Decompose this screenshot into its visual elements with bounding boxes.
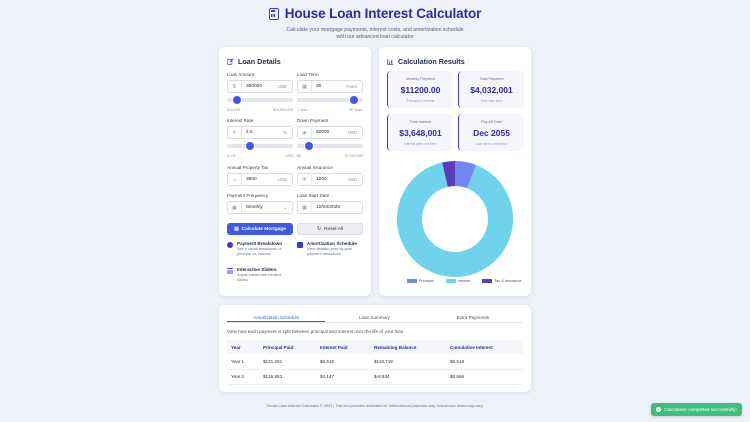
insurance-input[interactable]: ⛨ 1200 USD bbox=[297, 173, 363, 186]
loan-details-title: Loan Details bbox=[238, 57, 281, 66]
page-title: House Loan Interest Calculator bbox=[284, 6, 482, 21]
loan-amount-input[interactable]: $ 300000 USD bbox=[227, 80, 293, 93]
legend-item-tax-insurance: Tax & Insurance bbox=[482, 279, 521, 283]
legend-swatch bbox=[407, 279, 417, 283]
table-cell: $8,666 bbox=[446, 369, 523, 385]
loan-amount-slider-handle[interactable] bbox=[232, 96, 241, 104]
down-payment-slider-handle[interactable] bbox=[304, 142, 313, 150]
pie-chart-icon bbox=[227, 241, 233, 248]
interest-rate-slider[interactable] bbox=[227, 142, 293, 150]
property-tax-input[interactable]: ⌂ 3600 USD bbox=[227, 173, 293, 186]
table-cell: $118,719 bbox=[370, 354, 446, 370]
shield-icon: ⛨ bbox=[298, 174, 312, 185]
monthly-payment-stat: Monthly Payment $11200.00 Principal & In… bbox=[387, 71, 453, 108]
loan-term-label: Loan Term bbox=[297, 72, 319, 77]
table-cell: $6,519 bbox=[316, 354, 370, 370]
table-cell: $6,519 bbox=[446, 354, 523, 370]
table-row: Year 2 $126,653 $2,147 $-8,934 $8,666 bbox=[227, 369, 523, 385]
loan-details-card: Loan Details Loan Amount $ 300000 USD $1… bbox=[219, 47, 371, 296]
property-tax-label: Annual Property Tax bbox=[227, 165, 269, 170]
calendar-icon: ▦ bbox=[228, 202, 242, 213]
percent-icon: ✕ bbox=[228, 127, 242, 138]
schedule-description: View how each payment is split between p… bbox=[227, 329, 405, 334]
column-header: Interest Paid bbox=[316, 340, 370, 354]
loan-term-slider-handle[interactable] bbox=[349, 96, 358, 104]
calendar-icon: ▦ bbox=[298, 81, 312, 92]
column-header: Remaining Balance bbox=[370, 340, 446, 354]
amortization-table: Year Principal Paid Interest Paid Remain… bbox=[227, 340, 523, 385]
feature-amortization: Amortization Schedule View detailed year… bbox=[297, 241, 367, 258]
page-header: House Loan Interest Calculator Calculate… bbox=[0, 6, 750, 41]
legend-item-interest: Interest bbox=[445, 279, 470, 283]
frequency-label: Payment Frequency bbox=[227, 193, 269, 198]
check-icon: ✓ bbox=[656, 407, 662, 412]
chevron-down-icon: ⌄ bbox=[283, 204, 287, 210]
column-header: Principal Paid bbox=[259, 340, 316, 354]
slice-principal bbox=[455, 161, 477, 189]
table-cell: $2,147 bbox=[316, 369, 370, 385]
start-date-label: Loan Start Date bbox=[297, 193, 330, 198]
down-payment-label: Down Payment bbox=[297, 118, 329, 123]
calendar-icon: ▦ bbox=[298, 202, 312, 213]
loan-term-input[interactable]: ▦ 30 Years bbox=[297, 80, 363, 93]
sliders-icon bbox=[227, 267, 233, 274]
frequency-select[interactable]: ▦ Monthly ⌄ bbox=[227, 201, 293, 214]
down-payment-slider[interactable] bbox=[297, 142, 363, 150]
tab-extra-payments[interactable]: Extra Payments bbox=[456, 315, 490, 320]
calculator-icon bbox=[268, 7, 279, 20]
legend-swatch bbox=[445, 279, 456, 283]
slice-tax-insurance bbox=[442, 161, 455, 187]
payoff-date-stat: Pay-off Date Dec 2055 Loan term completi… bbox=[458, 114, 524, 151]
interest-rate-input[interactable]: ✕ 4.5 % bbox=[227, 126, 293, 139]
results-card: Calculation Results Monthly Payment $112… bbox=[379, 47, 531, 296]
table-row: Year 1 $121,281 $6,519 $118,719 $6,519 bbox=[227, 354, 523, 370]
edit-icon bbox=[227, 58, 234, 65]
table-cell: Year 1 bbox=[227, 354, 259, 370]
table-cell: $121,281 bbox=[259, 354, 316, 370]
tab-loan-summary[interactable]: Loan Summary bbox=[358, 315, 391, 320]
loan-details-header: Loan Details bbox=[227, 57, 281, 66]
table-cell: $126,653 bbox=[259, 369, 316, 385]
payment-breakdown-chart bbox=[397, 161, 513, 277]
table-cell: Year 2 bbox=[227, 369, 259, 385]
interest-rate-label: Interest Rate bbox=[227, 118, 254, 123]
schedule-tabs: Amortization Schedule Loan Summary Extra… bbox=[227, 313, 522, 323]
column-header: Cumulative Interest bbox=[446, 340, 523, 354]
footer: House Loan Interest Calculator © 2023 | … bbox=[266, 404, 484, 408]
results-title: Calculation Results bbox=[398, 57, 465, 66]
success-toast[interactable]: ✓ Calculation completed successfully! bbox=[651, 403, 742, 416]
page-subtitle: Calculate your mortgage payments, intere… bbox=[286, 27, 464, 40]
total-payment-stat: Total Payment $4,032,001 Over loan term bbox=[458, 71, 524, 108]
reset-icon: ↻ bbox=[317, 226, 322, 232]
loan-amount-label: Loan Amount bbox=[227, 72, 255, 77]
table-icon bbox=[297, 241, 303, 248]
results-header: Calculation Results bbox=[387, 57, 465, 66]
table-header-row: Year Principal Paid Interest Paid Remain… bbox=[227, 340, 523, 354]
calculate-button[interactable]: ▤ Calculate Mortgage bbox=[227, 223, 293, 235]
hand-coin-icon: ◈ bbox=[298, 127, 312, 138]
legend-swatch bbox=[482, 279, 493, 283]
table-cell: $-8,934 bbox=[370, 369, 446, 385]
feature-sliders: Interactive Sliders Adjust values with i… bbox=[227, 267, 293, 284]
loan-amount-slider[interactable] bbox=[227, 96, 293, 104]
start-date-input[interactable]: ▦ 12/03/2025 bbox=[297, 201, 363, 214]
reset-button[interactable]: ↻ Reset All bbox=[297, 223, 363, 235]
chart-legend: Principal Interest Tax & Insurance bbox=[407, 279, 521, 283]
loan-term-slider[interactable] bbox=[297, 96, 363, 104]
interest-rate-slider-handle[interactable] bbox=[245, 142, 254, 150]
tab-amortization-schedule[interactable]: Amortization Schedule bbox=[227, 313, 326, 322]
total-interest-stat: Total Interest $3,648,001 Interest paid … bbox=[387, 114, 453, 151]
column-header: Year bbox=[227, 340, 259, 354]
dollar-icon: $ bbox=[228, 81, 242, 92]
calculator-icon: ▤ bbox=[234, 226, 239, 232]
feature-payment-breakdown: Payment Breakdown See a visual breakdown… bbox=[227, 241, 293, 258]
home-icon: ⌂ bbox=[228, 174, 242, 185]
insurance-label: Annual Insurance bbox=[297, 165, 333, 170]
chart-icon bbox=[387, 58, 394, 65]
slice-interest bbox=[397, 162, 513, 277]
legend-item-principal: Principal bbox=[407, 279, 434, 283]
down-payment-input[interactable]: ◈ 60000 USD bbox=[297, 126, 363, 139]
